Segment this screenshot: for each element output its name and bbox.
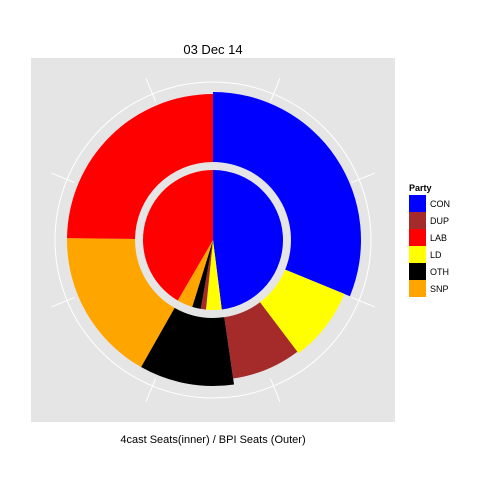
outer-slice-lab [67, 94, 213, 240]
grid-spoke [269, 378, 281, 402]
grid-circle [54, 81, 372, 399]
outer-slice-oth [141, 307, 235, 386]
legend-label-lab: LAB [430, 233, 447, 243]
outer-ring [67, 92, 362, 386]
legend-label-dup: DUP [430, 216, 449, 226]
grid-lines [51, 78, 375, 402]
legend-key-oth [409, 263, 426, 280]
legend: Party CON DUP LAB LD OTH SNP [409, 183, 450, 297]
x-axis-label: 4cast Seats(inner) / BPI Seats (Outer) [120, 434, 305, 446]
inner-slice-con [213, 170, 284, 310]
grid-spoke [145, 378, 157, 402]
grid-spoke [351, 296, 375, 308]
grid-spoke [51, 296, 75, 308]
legend-key-lab [409, 229, 426, 246]
outer-slice-snp [67, 238, 175, 368]
outer-slice-con [213, 92, 362, 297]
outer-slice-dup [224, 302, 298, 379]
legend-label-ld: LD [430, 250, 442, 260]
grid-spoke [145, 78, 157, 102]
legend-key-snp [409, 280, 426, 297]
legend-key-dup [409, 212, 426, 229]
inner-slice-dup [200, 240, 213, 310]
outer-slice-ld [260, 269, 345, 354]
legend-title: Party [409, 183, 432, 193]
inner-slice-snp [177, 240, 213, 307]
legend-label-con: CON [430, 199, 450, 209]
inner-slice-oth [192, 240, 213, 309]
inner-ring [143, 170, 284, 310]
grid-spoke [269, 78, 281, 102]
inner-slice-lab [143, 170, 213, 301]
ring-gap [140, 167, 286, 313]
grid-spoke [51, 172, 75, 184]
legend-key-ld [409, 246, 426, 263]
legend-label-snp: SNP [430, 284, 449, 294]
legend-label-oth: OTH [430, 267, 449, 277]
grid-spoke [351, 172, 375, 184]
chart-title: 03 Dec 14 [183, 42, 242, 57]
legend-key-con [409, 195, 426, 212]
inner-slice-ld [205, 240, 222, 310]
